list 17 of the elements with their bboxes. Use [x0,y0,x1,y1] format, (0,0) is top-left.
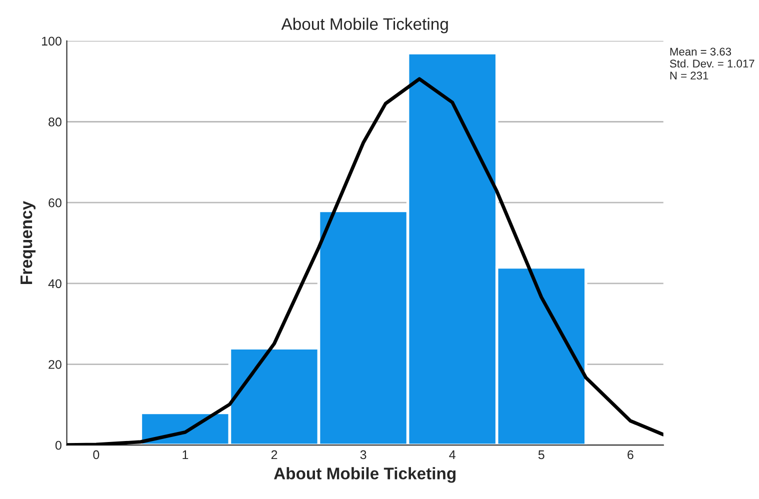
y-tick-label: 80 [48,118,62,126]
x-tick-label: 2 [271,450,278,460]
y-tick-label: 0 [55,440,62,450]
y-tick-label: 40 [48,279,62,288]
chart-title: About Mobile Ticketing [281,18,448,34]
y-axis-title: Frequency [20,200,36,284]
x-tick-label: 4 [449,450,456,460]
x-axis-title: About Mobile Ticketing [274,467,456,483]
y-tick-label: 20 [48,360,62,369]
x-tick-label: 6 [628,450,634,460]
x-tick-label: 3 [360,450,366,460]
y-tick-label: 60 [48,198,62,208]
x-tick-label: 1 [182,450,188,460]
x-tick-label: 5 [538,450,544,460]
x-tick-label: 0 [93,450,100,460]
text: Mean = 3.63 Std. Dev. = 1.017 N = 231 [670,48,754,80]
y-tick-label: 100 [42,36,62,46]
